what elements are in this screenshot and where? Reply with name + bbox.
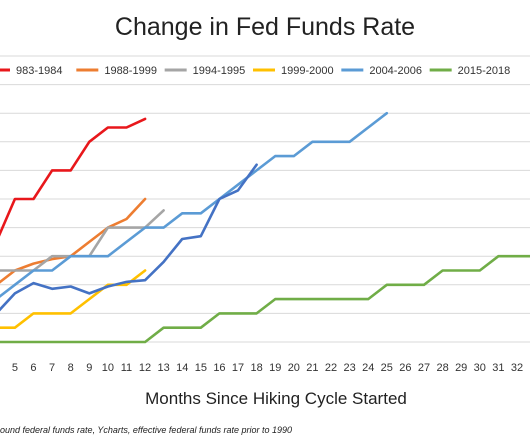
x-tick-label: 11: [121, 362, 132, 374]
legend-label: 1988-1999: [104, 65, 157, 77]
x-tick-label: 15: [195, 362, 207, 374]
legend-label: 2004-2006: [369, 65, 422, 77]
x-tick-label: 23: [343, 362, 355, 374]
x-tick-label: 18: [251, 362, 263, 374]
chart-title: Change in Fed Funds Rate: [115, 13, 415, 41]
x-tick-label: 10: [102, 362, 114, 374]
source-note: ound federal funds rate, Ycharts, effect…: [0, 425, 292, 435]
x-tick-label: 19: [269, 362, 281, 374]
x-tick-label: 22: [325, 362, 337, 374]
series-line-1: [0, 117, 147, 237]
x-tick-label: 30: [474, 362, 486, 374]
legend-label: 983-1984: [16, 65, 63, 77]
series-line-4: [0, 269, 147, 330]
x-tick-label: 16: [213, 362, 225, 374]
series-line-6: [0, 163, 258, 312]
x-tick-label: 32: [511, 362, 523, 374]
x-tick-label: 17: [232, 362, 244, 374]
gridlines: [0, 55, 530, 343]
legend-label: 1999-2000: [281, 65, 334, 77]
x-tick-label: 28: [436, 362, 448, 374]
x-tick-label: 12: [139, 362, 151, 374]
x-tick-label: 13: [158, 362, 170, 374]
x-tick-label: 25: [381, 362, 393, 374]
x-tick-label: 8: [68, 362, 74, 374]
x-tick-label: 20: [288, 362, 300, 374]
x-tick-label: 26: [399, 362, 411, 374]
x-tick-label: 21: [306, 362, 318, 374]
x-tick-label: 31: [492, 362, 504, 374]
legend-label: 2015-2018: [458, 65, 511, 77]
x-tick-label: 5: [12, 362, 18, 374]
x-tick-label: 9: [86, 362, 92, 374]
x-tick-label: 29: [455, 362, 467, 374]
series-line-7: [0, 254, 530, 344]
series-line-5: [0, 111, 389, 298]
x-tick-label: 14: [176, 362, 188, 374]
series-lines: [0, 111, 530, 344]
x-axis-label: Months Since Hiking Cycle Started: [145, 389, 407, 408]
x-tick-label: 7: [49, 362, 55, 374]
x-tick-label: 6: [30, 362, 36, 374]
x-tick-label: 27: [418, 362, 430, 374]
x-tick-label: 24: [362, 362, 374, 374]
legend: 983-1984 1988-1999 1994-1995 1999-2000 2004-…: [0, 65, 510, 77]
x-axis-ticks: 5 6 7 8 9 10 11 12 13 14 15 16 17 18 19 20 21 22 23 24 25 26 2…: [12, 362, 523, 374]
legend-label: 1994-1995: [193, 65, 246, 77]
